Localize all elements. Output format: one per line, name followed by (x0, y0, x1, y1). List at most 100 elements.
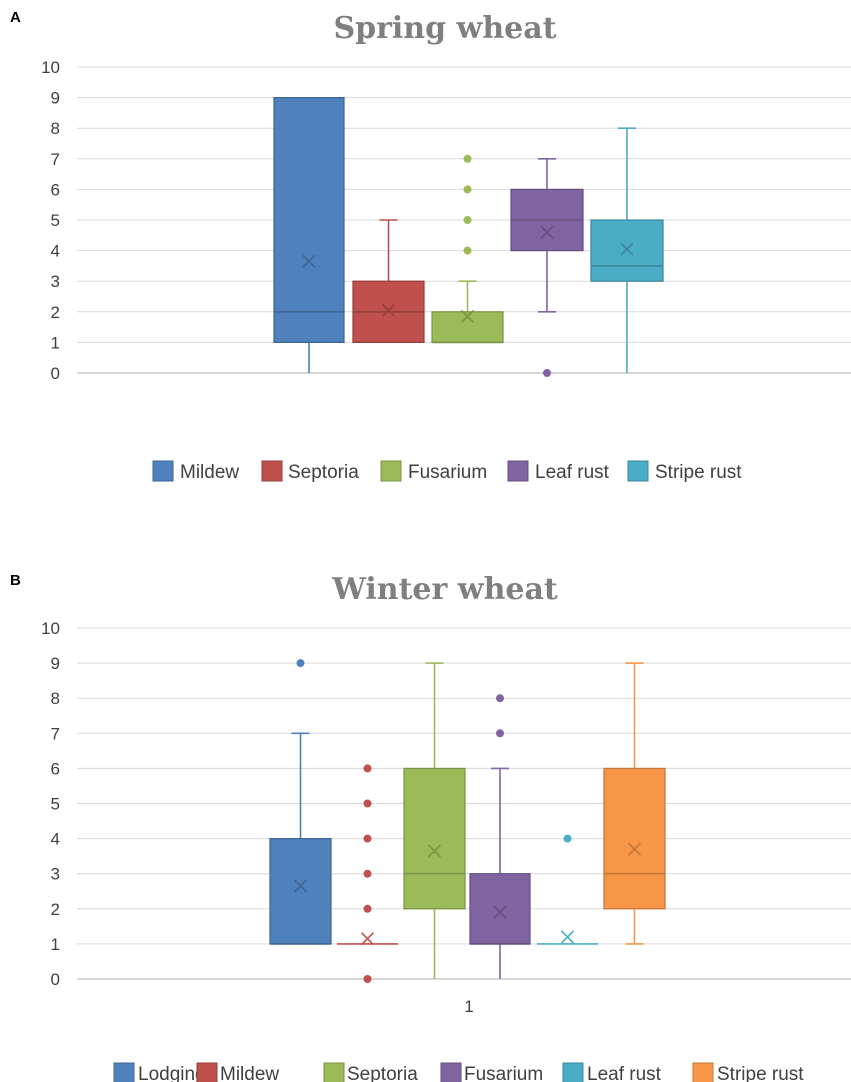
outlier-point (363, 799, 372, 808)
y-tick-label: 0 (51, 364, 60, 383)
panel-winter-wheat: B Winter wheat 0 1 2 3 4 5 6 7 8 9 10 1 Lodging Milde… (10, 572, 851, 1082)
y-tick-label: 10 (41, 619, 60, 638)
mean-x-stroke (620, 242, 634, 256)
mean-x-stroke (381, 303, 396, 317)
legend-item-fusarium: Fusarium (440, 1062, 543, 1082)
legend-label: Stripe rust (655, 462, 742, 483)
box-body (603, 767, 666, 910)
box-body (273, 96, 345, 344)
legend: Mildew Septoria Fusarium Leaf rust Stripe ru… (152, 460, 742, 483)
y-tick-label: 2 (51, 900, 60, 919)
y-tick-label: 1 (51, 333, 60, 352)
y-tick-label: 5 (51, 795, 60, 814)
box-leaf-rust (537, 834, 598, 945)
x-tick-label: 1 (464, 997, 473, 1016)
mean-x-stroke (360, 932, 375, 946)
legend-swatch (196, 1062, 218, 1082)
y-tick-label: 7 (51, 150, 60, 169)
legend-swatch (323, 1062, 345, 1082)
box-mildew (273, 96, 345, 373)
mean-x-stroke (627, 842, 642, 856)
legend-label: Septoria (288, 462, 359, 483)
legend-item-stripe-rust: Stripe rust (692, 1062, 804, 1082)
mean-x-stroke (293, 879, 308, 893)
mean-marker (302, 254, 316, 268)
mean-x-stroke (560, 930, 575, 944)
y-tick-label: 8 (51, 119, 60, 138)
box-mildew (337, 764, 398, 983)
box-septoria (403, 662, 466, 979)
outlier-point (496, 694, 504, 703)
legend-swatch (692, 1062, 714, 1082)
box-fusarium (431, 154, 504, 344)
legend-label: Stripe rust (717, 1064, 804, 1082)
box-body (469, 873, 531, 945)
legend-label: Mildew (180, 462, 239, 483)
legend-item-septoria: Septoria (261, 460, 359, 483)
y-tick-label: 0 (51, 970, 60, 989)
legend-swatch (562, 1062, 584, 1082)
mean-x-stroke (460, 309, 475, 323)
outlier-point (463, 246, 472, 255)
legend-item-stripe-rust: Stripe rust (627, 460, 742, 483)
outlier-point (296, 659, 305, 668)
panel-letter-a: A (10, 9, 21, 26)
mean-x-stroke (540, 225, 554, 239)
box-stripe-rust (603, 662, 666, 945)
legend-label: Mildew (220, 1064, 279, 1082)
outlier-point (363, 834, 372, 843)
legend-label: Septoria (347, 1064, 418, 1082)
box-body (590, 219, 664, 282)
outlier-point (543, 369, 551, 377)
chart-title-winter-wheat: Winter wheat (331, 572, 558, 607)
legend-item-leaf-rust: Leaf rust (562, 1062, 662, 1082)
legend: Lodging Mildew Septoria Fusarium Leaf rust St… (113, 1062, 804, 1082)
y-tick-label: 3 (51, 865, 60, 884)
mean-x-stroke (302, 254, 316, 268)
legend-swatch (627, 460, 649, 482)
y-tick-label: 9 (51, 89, 60, 108)
outlier-point (363, 764, 372, 773)
legend-swatch (380, 460, 402, 482)
legend-item-leaf-rust: Leaf rust (507, 460, 610, 483)
box-leaf-rust (510, 158, 584, 377)
legend-label: Lodging (138, 1064, 206, 1082)
outlier-point (463, 185, 472, 194)
mean-marker (460, 309, 475, 323)
outlier-point (363, 904, 372, 913)
y-tick-label: 8 (51, 689, 60, 708)
y-tick-label: 1 (51, 935, 60, 954)
legend-swatch (152, 460, 174, 482)
chart-title-spring-wheat: Spring wheat (333, 11, 556, 46)
legend-item-septoria: Septoria (323, 1062, 418, 1082)
box-stripe-rust (590, 127, 664, 373)
mean-marker (381, 303, 396, 317)
box-body (403, 767, 466, 910)
legend-item-mildew: Mildew (196, 1062, 279, 1082)
legend-label: Leaf rust (587, 1064, 662, 1082)
outlier-point (496, 729, 504, 738)
legend-item-fusarium: Fusarium (380, 460, 487, 483)
legend-item-mildew: Mildew (152, 460, 239, 483)
legend-swatch (261, 460, 283, 482)
outlier-point (463, 154, 472, 163)
legend-label: Leaf rust (535, 462, 610, 483)
mean-marker (427, 844, 442, 858)
mean-x-stroke (493, 905, 507, 919)
y-tick-label: 10 (41, 58, 60, 77)
panel-letter-b: B (10, 572, 21, 589)
y-tick-label: 4 (51, 242, 60, 261)
box-lodging (269, 659, 332, 945)
legend-label: Fusarium (408, 462, 487, 483)
y-tick-label: 3 (51, 272, 60, 291)
mean-marker (360, 932, 375, 946)
mean-marker (493, 905, 507, 919)
mean-x-stroke (427, 844, 442, 858)
box-body (269, 837, 332, 945)
outlier-point (463, 216, 472, 224)
legend-label: Fusarium (464, 1064, 543, 1082)
y-tick-label: 2 (51, 303, 60, 322)
y-tick-label: 9 (51, 654, 60, 673)
box-fusarium (469, 694, 531, 979)
